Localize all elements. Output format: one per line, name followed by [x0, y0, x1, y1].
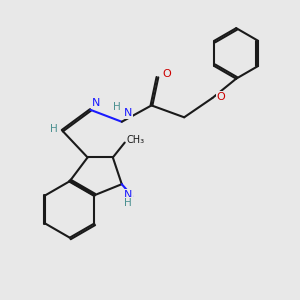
Text: H: H: [50, 124, 57, 134]
Text: H: H: [113, 102, 121, 112]
Text: N: N: [124, 190, 133, 200]
Text: H: H: [124, 198, 132, 208]
Text: CH₃: CH₃: [126, 135, 144, 145]
Text: O: O: [216, 92, 225, 101]
Text: N: N: [92, 98, 101, 108]
Text: O: O: [162, 69, 171, 79]
Text: N: N: [124, 108, 133, 118]
